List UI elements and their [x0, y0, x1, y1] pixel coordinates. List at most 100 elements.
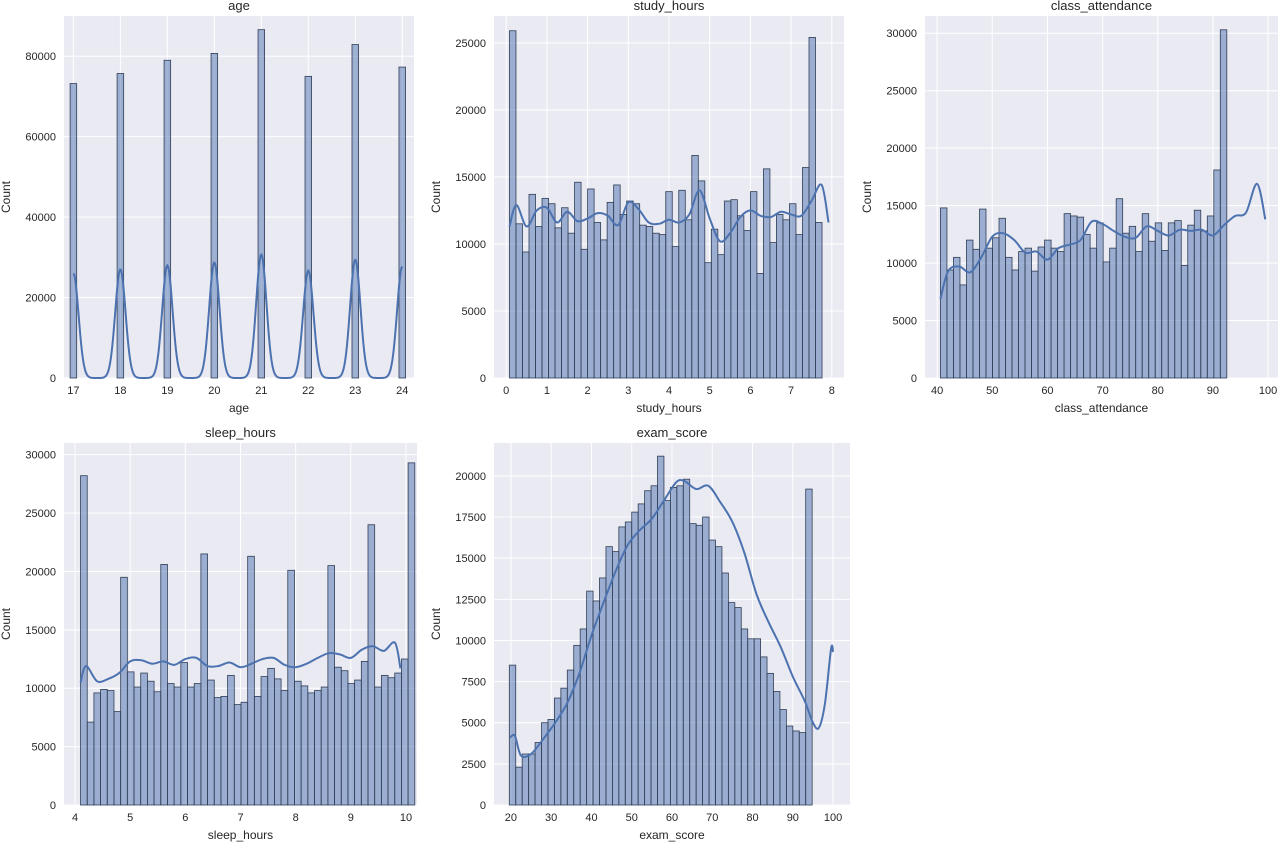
histogram-bar [260, 676, 269, 806]
histogram-bar [645, 226, 654, 379]
histogram-bar [749, 191, 758, 379]
y-tick-label: 25000 [25, 508, 56, 520]
histogram-bar [140, 672, 148, 806]
y-tick-label: 15000 [455, 553, 486, 565]
y-tick-label: 15000 [25, 625, 56, 637]
histogram-bar [652, 232, 660, 379]
histogram-bar [789, 203, 797, 379]
histogram-bar [953, 256, 961, 379]
histogram-bar [740, 628, 749, 806]
histogram-bar [100, 688, 108, 806]
x-tick-label: 0 [503, 385, 509, 397]
x-tick-label: 6 [182, 812, 188, 824]
histogram-bar [676, 485, 684, 806]
histogram-bar [380, 674, 389, 806]
histogram-bar [734, 607, 742, 806]
histogram-bar [717, 254, 725, 379]
histogram-bar [805, 488, 813, 806]
histogram-bar [1161, 250, 1169, 379]
y-tick-label: 0 [50, 373, 56, 385]
y-tick-label: 30000 [886, 28, 917, 40]
x-tick-label: 23 [349, 385, 361, 397]
x-tick-label: 100 [1259, 385, 1277, 397]
x-tick-label: 24 [396, 385, 408, 397]
y-tick-label: 0 [50, 800, 56, 812]
x-tick-label: 3 [625, 385, 631, 397]
histogram-bar [802, 167, 810, 379]
histogram-bar [747, 638, 755, 806]
histogram-bar [985, 247, 993, 379]
histogram-bar [116, 73, 125, 379]
histogram-bar [304, 75, 312, 379]
x-tick-label: 70 [1096, 385, 1108, 397]
kde-line [939, 182, 1267, 299]
histogram-bar [795, 234, 803, 379]
x-tick-label: 5 [127, 812, 133, 824]
histogram-bar [798, 732, 807, 806]
histogram-bar [785, 725, 794, 806]
histogram-bar [340, 670, 349, 806]
y-axis-label: Count [429, 607, 443, 640]
histogram-bar [274, 678, 282, 806]
histogram-bar [1200, 230, 1208, 379]
histogram-bar [593, 222, 602, 379]
histogram-bar [715, 546, 723, 806]
y-tick-label: 15000 [455, 172, 486, 184]
x-tick-label: 40 [931, 385, 943, 397]
histogram-bar [367, 524, 376, 806]
x-tick-label: 21 [255, 385, 267, 397]
x-axis-label: exam_score [639, 828, 705, 842]
histogram-bar [347, 683, 356, 806]
kde-line [508, 183, 830, 243]
histogram-bar [763, 168, 771, 379]
histogram-bar [86, 721, 95, 806]
x-tick-label: 10 [400, 812, 412, 824]
histogram-bar [998, 217, 1006, 379]
histogram-bar [1193, 209, 1202, 379]
histogram-bar [592, 600, 600, 806]
histogram-bar [193, 683, 202, 806]
y-tick-label: 20000 [455, 105, 486, 117]
histogram-bar [160, 564, 168, 806]
histogram-bar [567, 232, 575, 379]
x-tick-label: 90 [787, 812, 799, 824]
histogram-bar [650, 485, 658, 806]
histogram-bar [200, 553, 208, 806]
histogram-bar [1167, 222, 1176, 379]
x-tick-label: 7 [237, 812, 243, 824]
histogram-bar [769, 242, 777, 379]
x-tick-label: 30 [545, 812, 557, 824]
histogram-bar [631, 511, 639, 806]
histogram-bar [992, 237, 1000, 379]
histogram-bar [682, 478, 691, 806]
histogram-bar [624, 521, 633, 806]
histogram-bar [721, 572, 729, 806]
histogram-bar [1102, 261, 1111, 379]
histogram-bar [394, 672, 402, 806]
histogram-bar [187, 686, 195, 806]
histogram-bar [1187, 224, 1195, 379]
histogram-bar [606, 201, 615, 379]
histogram-bar [756, 273, 764, 379]
x-tick-label: 50 [626, 812, 638, 824]
histogram-bar [573, 644, 581, 806]
y-tick-label: 5000 [893, 316, 917, 328]
histogram-bar [561, 207, 569, 379]
subplot-class_attendance: 40 50 60 70 80 90 100 0 5000 10000 15000 20000 25000… [860, 0, 1278, 415]
histogram-bar [280, 690, 289, 806]
x-axis-label: sleep_hours [208, 828, 273, 842]
y-tick-label: 5000 [462, 306, 486, 318]
histogram-bar [671, 246, 680, 379]
chart-title: exam_score [637, 425, 708, 440]
x-tick-label: 4 [666, 385, 672, 397]
subplot-study_hours: 0 1 2 3 4 5 6 7 8 0 5000 10000 15000 20000 25000 study_… [429, 0, 844, 415]
chart-title: sleep_hours [205, 425, 276, 440]
histogram-bar [959, 284, 967, 379]
y-tick-label: 0 [911, 373, 917, 385]
histogram-bar [979, 208, 987, 379]
histogram-bar [300, 685, 309, 806]
histogram-bar [669, 487, 678, 806]
histogram-bar [1037, 246, 1045, 379]
x-axis-label: class_attendance [1055, 401, 1149, 415]
